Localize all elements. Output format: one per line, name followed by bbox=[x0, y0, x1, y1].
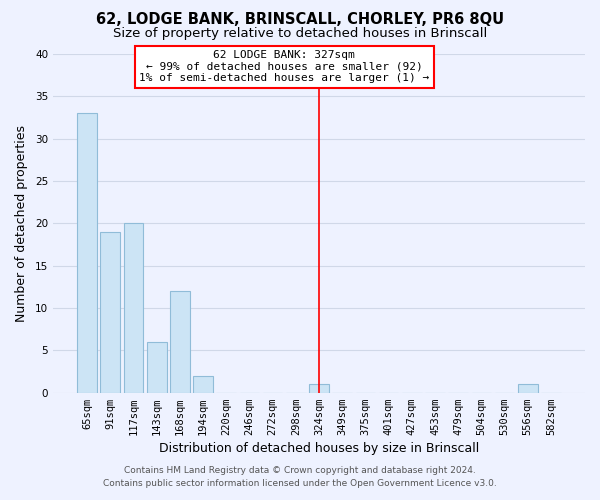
Bar bbox=[170, 291, 190, 392]
X-axis label: Distribution of detached houses by size in Brinscall: Distribution of detached houses by size … bbox=[159, 442, 479, 455]
Bar bbox=[309, 384, 329, 392]
Text: Size of property relative to detached houses in Brinscall: Size of property relative to detached ho… bbox=[113, 28, 487, 40]
Bar bbox=[193, 376, 213, 392]
Bar bbox=[77, 114, 97, 392]
Text: 62 LODGE BANK: 327sqm
← 99% of detached houses are smaller (92)
1% of semi-detac: 62 LODGE BANK: 327sqm ← 99% of detached … bbox=[139, 50, 430, 84]
Text: 62, LODGE BANK, BRINSCALL, CHORLEY, PR6 8QU: 62, LODGE BANK, BRINSCALL, CHORLEY, PR6 … bbox=[96, 12, 504, 28]
Y-axis label: Number of detached properties: Number of detached properties bbox=[15, 125, 28, 322]
Bar bbox=[124, 224, 143, 392]
Bar bbox=[100, 232, 120, 392]
Text: Contains HM Land Registry data © Crown copyright and database right 2024.
Contai: Contains HM Land Registry data © Crown c… bbox=[103, 466, 497, 487]
Bar bbox=[518, 384, 538, 392]
Bar bbox=[147, 342, 167, 392]
